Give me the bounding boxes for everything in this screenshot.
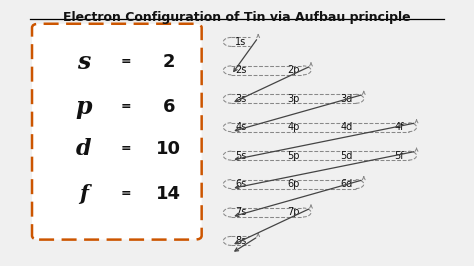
Text: 10: 10 (156, 140, 181, 158)
Text: 6s: 6s (235, 179, 246, 189)
Text: 3d: 3d (340, 94, 353, 104)
FancyBboxPatch shape (32, 24, 201, 240)
Text: 4s: 4s (235, 122, 246, 132)
Text: 2: 2 (163, 53, 175, 71)
Text: 5s: 5s (235, 151, 246, 161)
Text: 8s: 8s (235, 236, 246, 246)
Text: s: s (77, 50, 91, 74)
Text: =: = (121, 100, 132, 113)
Text: f: f (79, 184, 88, 203)
Text: 3p: 3p (287, 94, 300, 104)
Text: 3s: 3s (235, 94, 246, 104)
Text: 4f: 4f (394, 122, 404, 132)
Text: 7p: 7p (287, 207, 300, 218)
Text: 1s: 1s (235, 37, 246, 47)
Text: 2p: 2p (287, 65, 300, 75)
Text: =: = (121, 55, 132, 68)
Text: 5f: 5f (394, 151, 404, 161)
Text: =: = (121, 142, 132, 155)
Text: d: d (76, 138, 91, 160)
Text: 14: 14 (156, 185, 181, 202)
Text: 6: 6 (163, 98, 175, 116)
Text: 4d: 4d (340, 122, 353, 132)
Text: 5p: 5p (287, 151, 300, 161)
Text: 5d: 5d (340, 151, 353, 161)
Text: 6p: 6p (287, 179, 300, 189)
Text: =: = (121, 187, 132, 200)
Text: 4p: 4p (287, 122, 300, 132)
Text: 7s: 7s (235, 207, 246, 218)
Text: 6d: 6d (340, 179, 353, 189)
Text: Electron Configuration of Tin via Aufbau principle: Electron Configuration of Tin via Aufbau… (63, 11, 411, 24)
Text: p: p (75, 95, 92, 119)
Text: 2s: 2s (235, 65, 246, 75)
